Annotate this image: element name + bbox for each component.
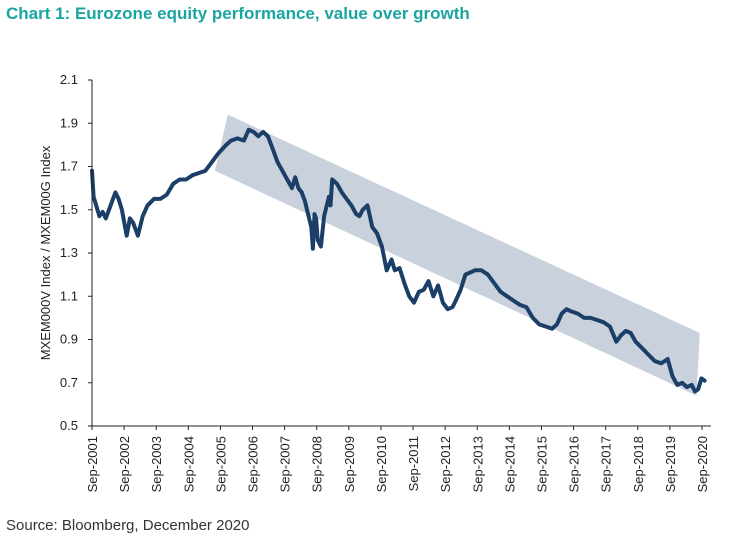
x-tick-label: Sep-2019 (663, 436, 678, 492)
y-tick-label: 1.7 (60, 159, 78, 174)
x-tick-label: Sep-2005 (213, 436, 228, 492)
y-axis-label: MXEM000V Index / MXEM00G Index (38, 145, 53, 360)
x-tick-label: Sep-2015 (535, 436, 550, 492)
x-tick-label: Sep-2016 (567, 436, 582, 492)
y-tick-label: 1.5 (60, 202, 78, 217)
x-tick-label: Sep-2017 (599, 436, 614, 492)
x-tick-label: Sep-2013 (470, 436, 485, 492)
x-tick-label: Sep-2002 (117, 436, 132, 492)
x-tick-label: Sep-2010 (374, 436, 389, 492)
x-tick-label: Sep-2012 (438, 436, 453, 492)
x-tick-label: Sep-2018 (631, 436, 646, 492)
x-tick-label: Sep-2008 (310, 436, 325, 492)
x-tick-label: Sep-2001 (85, 436, 100, 492)
x-tick-label: Sep-2004 (181, 436, 196, 492)
y-tick-label: 1.3 (60, 245, 78, 260)
y-tick-label: 0.9 (60, 332, 78, 347)
series-line-0 (90, 127, 707, 394)
x-tick-label: Sep-2009 (342, 436, 357, 492)
y-tick-label: 0.5 (60, 418, 78, 433)
x-tick-label: Sep-2020 (695, 436, 710, 492)
x-tick-label: Sep-2014 (502, 436, 517, 492)
trend-channel (215, 114, 700, 396)
x-tick-label: Sep-2007 (278, 436, 293, 492)
y-tick-label: 1.1 (60, 288, 78, 303)
y-tick-label: 2.1 (60, 72, 78, 87)
y-tick-label: 0.7 (60, 375, 78, 390)
y-tick-label: 1.9 (60, 115, 78, 130)
source-note: Source: Bloomberg, December 2020 (6, 517, 250, 534)
chart-title: Chart 1: Eurozone equity performance, va… (6, 4, 470, 23)
axes: 0.5 0.7 0.9 1.1 1.3 1.5 1.7 1.9 2.1 Sep-2001 Sep-2… (60, 72, 711, 492)
trend-channel-layer (215, 114, 700, 396)
x-tick-label: Sep-2003 (149, 436, 164, 492)
x-tick-label: Sep-2011 (406, 436, 421, 491)
chart: 0.5 0.7 0.9 1.1 1.3 1.5 1.7 1.9 2.1 Sep-2001 Sep-2… (38, 72, 711, 492)
x-tick-label: Sep-2006 (246, 436, 261, 492)
series-layer (90, 127, 707, 394)
